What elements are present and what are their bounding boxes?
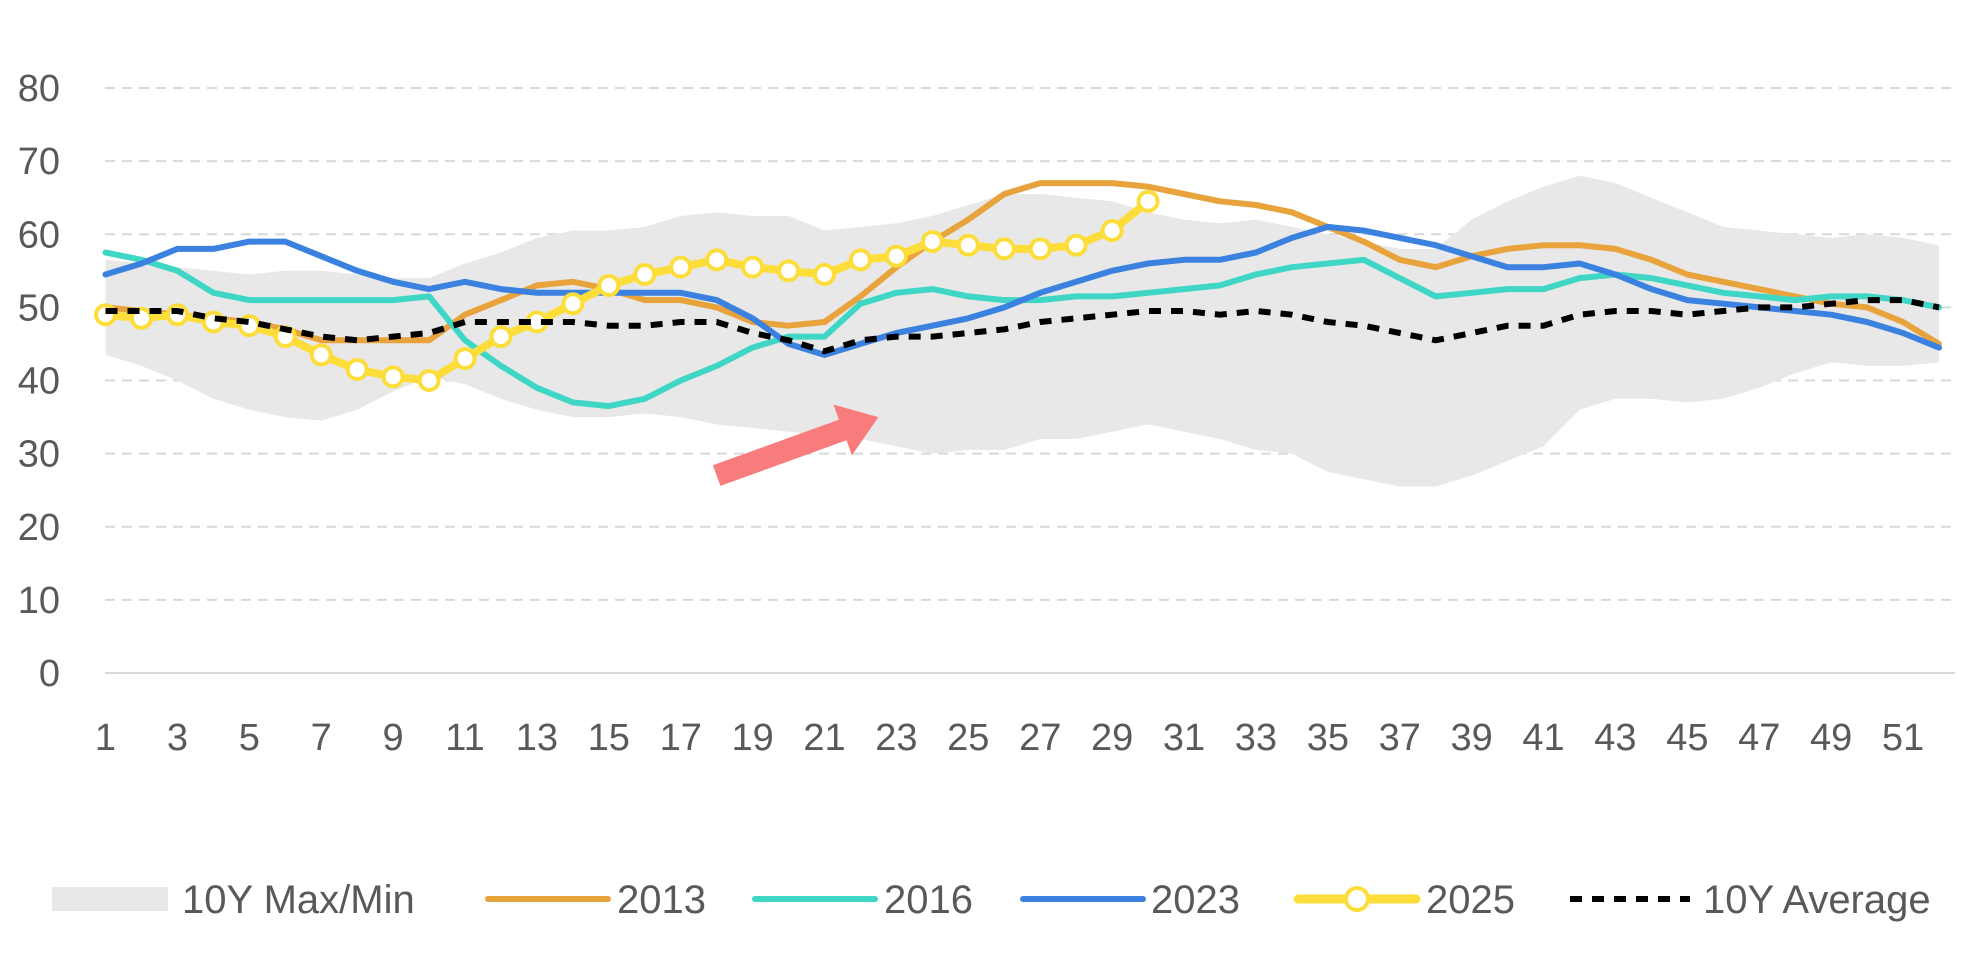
y-tick-label: 30 bbox=[18, 434, 60, 476]
data-point-2025 bbox=[1028, 237, 1052, 261]
data-point-2025 bbox=[992, 237, 1016, 261]
x-tick-label: 41 bbox=[1522, 717, 1564, 759]
legend-label-2025: 2025 bbox=[1426, 878, 1515, 922]
x-tick-label: 15 bbox=[588, 717, 630, 759]
x-tick-label: 25 bbox=[947, 717, 989, 759]
data-point-2025 bbox=[381, 365, 405, 389]
data-point-2025 bbox=[1064, 233, 1088, 257]
x-tick-label: 43 bbox=[1594, 717, 1636, 759]
data-point-2025 bbox=[561, 292, 585, 316]
annotation-arrow bbox=[712, 404, 879, 486]
data-point-2025 bbox=[345, 358, 369, 382]
data-point-2025 bbox=[705, 248, 729, 272]
x-tick-label: 23 bbox=[875, 717, 917, 759]
x-tick-label: 21 bbox=[803, 717, 845, 759]
data-point-2025 bbox=[884, 244, 908, 268]
x-tick-label: 49 bbox=[1810, 717, 1852, 759]
y-tick-label: 80 bbox=[18, 68, 60, 110]
y-tick-label: 70 bbox=[18, 141, 60, 183]
band-area bbox=[105, 175, 1939, 487]
x-tick-label: 39 bbox=[1450, 717, 1492, 759]
x-tick-label: 19 bbox=[731, 717, 773, 759]
x-tick-label: 13 bbox=[516, 717, 558, 759]
data-point-2025 bbox=[920, 230, 944, 254]
x-tick-label: 47 bbox=[1738, 717, 1780, 759]
legend: 10Y Max/Min 2013 2016 2023 2025 10Y Average bbox=[52, 878, 1931, 922]
data-point-2025 bbox=[669, 255, 693, 279]
data-point-2025 bbox=[813, 262, 837, 286]
data-point-2025 bbox=[417, 369, 441, 392]
x-tick-label: 29 bbox=[1091, 717, 1133, 759]
data-point-2025 bbox=[777, 259, 801, 283]
x-tick-label: 35 bbox=[1307, 717, 1349, 759]
data-point-2025 bbox=[201, 310, 225, 334]
legend-label-10y-average: 10Y Average bbox=[1703, 878, 1931, 922]
band-10y-max-min bbox=[105, 175, 1939, 487]
x-tick-label: 9 bbox=[383, 717, 404, 759]
x-tick-label: 27 bbox=[1019, 717, 1061, 759]
data-point-2025 bbox=[453, 347, 477, 371]
y-axis-tick-labels: 0 10 20 30 40 50 60 70 80 bbox=[18, 68, 60, 695]
data-point-2025 bbox=[309, 343, 333, 367]
x-tick-label: 51 bbox=[1882, 717, 1924, 759]
data-point-2025 bbox=[741, 255, 765, 279]
data-point-2025 bbox=[633, 262, 657, 286]
y-tick-label: 20 bbox=[18, 507, 60, 549]
y-tick-label: 40 bbox=[18, 361, 60, 403]
legend-swatch-10y-max-min bbox=[52, 887, 168, 911]
data-point-2025 bbox=[956, 233, 980, 257]
x-tick-label: 1 bbox=[95, 717, 116, 759]
series-lines bbox=[94, 180, 1942, 410]
x-tick-label: 33 bbox=[1235, 717, 1277, 759]
series-line-2023 bbox=[102, 223, 1942, 358]
x-tick-label: 45 bbox=[1666, 717, 1708, 759]
x-axis-tick-labels: 1 3 5 7 9 11 13 15 17 19 21 23 25 27 29 31 33 35 37 39 41 43 4… bbox=[95, 717, 1924, 759]
data-point-2025 bbox=[489, 325, 513, 349]
y-tick-label: 50 bbox=[18, 287, 60, 329]
x-tick-label: 7 bbox=[311, 717, 332, 759]
legend-marker-2025 bbox=[1344, 886, 1370, 912]
data-point-2025 bbox=[1100, 219, 1124, 243]
data-point-2025 bbox=[848, 248, 872, 272]
x-tick-label: 5 bbox=[239, 717, 260, 759]
y-tick-label: 10 bbox=[18, 580, 60, 622]
data-point-2025 bbox=[597, 273, 621, 297]
x-tick-label: 11 bbox=[445, 717, 484, 759]
y-tick-label: 0 bbox=[39, 653, 60, 695]
legend-label-2023: 2023 bbox=[1151, 878, 1240, 922]
legend-label-10y-max-min: 10Y Max/Min bbox=[182, 878, 415, 922]
x-tick-label: 17 bbox=[660, 717, 702, 759]
data-point-2025 bbox=[1136, 189, 1160, 213]
annotations bbox=[712, 404, 879, 486]
legend-label-2016: 2016 bbox=[884, 878, 973, 922]
series-line-10y-average bbox=[105, 297, 1940, 355]
y-tick-label: 60 bbox=[18, 214, 60, 256]
series-line-2013 bbox=[102, 180, 1942, 347]
x-tick-label: 3 bbox=[167, 717, 188, 759]
x-tick-label: 31 bbox=[1163, 717, 1205, 759]
legend-label-2013: 2013 bbox=[617, 878, 706, 922]
x-tick-label: 37 bbox=[1379, 717, 1421, 759]
